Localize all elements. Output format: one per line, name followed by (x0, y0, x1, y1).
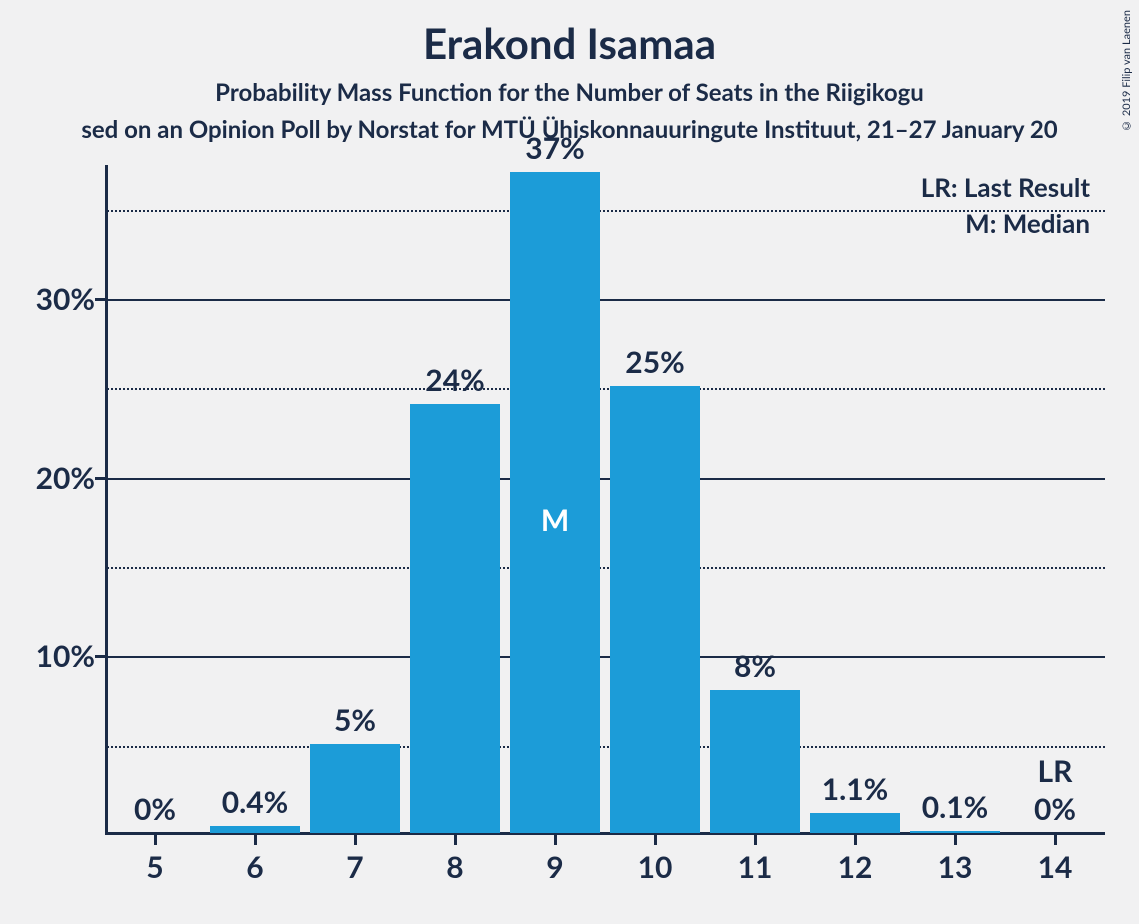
gridline-minor (107, 746, 1105, 748)
legend-lr: LR: Last Result (921, 171, 1090, 203)
chart-plot-area: LR: Last Result M: Median 10%20%30%0%50.… (105, 165, 1105, 835)
x-tick (354, 835, 357, 845)
x-tick-label: 5 (146, 849, 163, 885)
chart-title: Erakond Isamaa (0, 0, 1139, 68)
bar (710, 690, 800, 833)
bar (610, 386, 700, 833)
x-tick (254, 835, 257, 845)
y-tick-label: 10% (5, 638, 95, 674)
x-tick-label: 12 (838, 849, 873, 885)
bar (410, 404, 500, 833)
bar (310, 744, 400, 833)
lr-marker: LR (1038, 753, 1073, 789)
x-tick (754, 835, 757, 845)
bar-value-label: 25% (625, 344, 684, 380)
x-tick (554, 835, 557, 845)
bar (910, 831, 1000, 833)
x-tick-label: 8 (446, 849, 463, 885)
chart-subtitle: Probability Mass Function for the Number… (0, 78, 1139, 107)
gridline-minor (107, 210, 1105, 212)
y-axis (105, 165, 108, 835)
x-tick-label: 13 (938, 849, 973, 885)
gridline-major (107, 478, 1105, 480)
bar-value-label: 37% (525, 130, 584, 166)
bar-value-label: 5% (334, 702, 376, 738)
bar-value-label: 8% (734, 648, 776, 684)
x-tick-label: 11 (738, 849, 773, 885)
x-tick-label: 14 (1038, 849, 1073, 885)
bar (210, 826, 300, 833)
y-tick (95, 477, 105, 480)
gridline-minor (107, 388, 1105, 390)
bar-value-label: 0.4% (222, 784, 289, 820)
gridline-minor (107, 567, 1105, 569)
y-tick (95, 655, 105, 658)
x-tick (954, 835, 957, 845)
x-tick-label: 6 (246, 849, 263, 885)
copyright-text: © 2019 Filip van Laenen (1120, 10, 1133, 132)
y-tick-label: 20% (5, 460, 95, 496)
gridline-major (107, 656, 1105, 658)
bar-value-label: 0.1% (922, 789, 989, 825)
x-tick (654, 835, 657, 845)
bar-value-label: 1.1% (822, 771, 889, 807)
y-tick-label: 30% (5, 281, 95, 317)
bar-value-label: 24% (425, 362, 484, 398)
x-tick-label: 10 (638, 849, 673, 885)
x-tick (854, 835, 857, 845)
x-tick (1054, 835, 1057, 845)
bar-value-label: 0% (134, 791, 176, 827)
legend-m: M: Median (965, 207, 1090, 239)
median-marker: M (541, 502, 569, 538)
bar (810, 813, 900, 833)
x-tick-label: 7 (346, 849, 363, 885)
x-tick-label: 9 (546, 849, 563, 885)
gridline-major (107, 299, 1105, 301)
x-tick (454, 835, 457, 845)
y-tick (95, 298, 105, 301)
x-tick (154, 835, 157, 845)
bar-value-label: 0% (1034, 791, 1076, 827)
